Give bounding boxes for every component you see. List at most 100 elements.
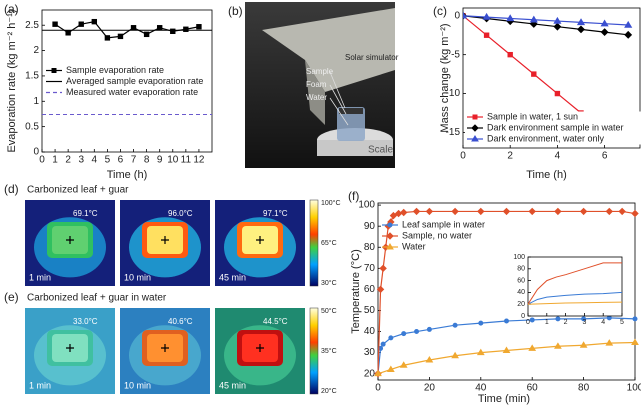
- panel-label: (e): [4, 290, 19, 304]
- x-tick-label: 5: [105, 155, 111, 166]
- x-tick-label: 2: [564, 319, 568, 326]
- marker: [606, 315, 612, 321]
- y-tick-label: 20: [517, 301, 525, 308]
- marker: [477, 207, 485, 216]
- crosshair: [66, 344, 74, 352]
- photo-label: Water: [306, 93, 327, 102]
- y-tick-label: 80: [364, 242, 376, 253]
- marker: [471, 124, 479, 132]
- x-tick-label: 7: [131, 155, 137, 166]
- y-tick-label: 2.5: [25, 20, 39, 31]
- marker: [388, 335, 394, 341]
- marker: [52, 21, 58, 27]
- marker: [104, 35, 111, 41]
- marker: [504, 318, 509, 324]
- legend-background: [465, 111, 641, 123]
- panel-label: (a): [4, 2, 19, 16]
- series-line: [527, 291, 623, 305]
- temperature-label: 33.0°C: [73, 317, 98, 326]
- x-axis-title: Time (min): [478, 393, 530, 405]
- temperature-label: 97.1°C: [263, 209, 288, 218]
- marker: [425, 207, 434, 216]
- marker: [554, 90, 561, 97]
- crosshair: [161, 236, 169, 244]
- photo-b: [245, 2, 395, 168]
- marker: [555, 316, 561, 322]
- x-tick-label: 80: [578, 383, 590, 394]
- colorbar-label: 20°C: [321, 387, 337, 395]
- marker: [386, 365, 395, 372]
- photo-label: Sample: [306, 67, 334, 76]
- marker: [426, 326, 432, 332]
- colorbar-label: 30°C: [321, 279, 337, 287]
- x-tick-label: 4: [555, 151, 561, 162]
- marker: [399, 208, 408, 217]
- marker: [376, 285, 385, 294]
- x-tick-label: 2: [65, 155, 71, 166]
- marker: [51, 68, 57, 73]
- marker: [117, 33, 124, 40]
- panel-label: (d): [4, 182, 19, 196]
- marker: [624, 20, 633, 28]
- sample: [339, 108, 363, 114]
- temperature-label: 96.0°C: [168, 209, 193, 218]
- marker: [183, 26, 189, 32]
- marker: [143, 31, 150, 38]
- y-tick-label: 2: [33, 45, 39, 56]
- marker: [600, 28, 609, 37]
- time-label: 45 min: [219, 272, 246, 282]
- thermal-row: (d) Carbonized leaf + guar 69.1°C 1 min 96.0…: [4, 182, 341, 287]
- y-tick-label: 0.5: [25, 121, 39, 132]
- plot-frame: [462, 7, 641, 149]
- legend-background: [465, 133, 641, 145]
- marker: [401, 331, 407, 337]
- marker: [577, 25, 585, 34]
- marker: [379, 264, 387, 273]
- y-tick-label: 0: [521, 313, 525, 320]
- series-line: [463, 15, 629, 26]
- y-tick-label: 0: [454, 10, 460, 21]
- plot-area: [527, 262, 623, 305]
- marker: [502, 346, 511, 353]
- x-tick-label: 12: [193, 155, 205, 166]
- x-tick-label: 4: [92, 155, 98, 166]
- plot-area: [42, 18, 212, 115]
- time-label: 1 min: [29, 380, 51, 390]
- row-title: Carbonized leaf + guar in water: [27, 293, 167, 304]
- y-tick-label: 80: [517, 266, 525, 273]
- marker: [576, 18, 586, 26]
- marker: [451, 351, 459, 359]
- marker: [425, 356, 434, 363]
- marker: [554, 207, 562, 216]
- marker: [618, 207, 626, 216]
- y-tick-label: 100: [358, 200, 375, 211]
- y-axis-title: Mass change (kg m⁻²): [439, 23, 451, 132]
- chart: 00.511.522.50 1 2 3 4 5 6 7 8 9 10 11 12(a)Time (h)E…: [4, 2, 213, 181]
- time-label: 45 min: [219, 380, 246, 390]
- marker: [506, 14, 515, 22]
- photo-label: Foam: [306, 80, 327, 89]
- series-line: [54, 21, 200, 39]
- plot-area: [463, 11, 633, 136]
- marker: [476, 348, 485, 356]
- x-tick-label: 20: [424, 383, 436, 394]
- y-tick-label: 70: [364, 263, 376, 274]
- x-tick-label: 1: [52, 155, 58, 166]
- marker: [452, 322, 458, 328]
- simulator-side: [305, 60, 325, 125]
- inset-background: [528, 257, 622, 316]
- legend-label: Sample in water, 1 sun: [487, 111, 578, 121]
- pointer: [329, 71, 346, 109]
- marker: [78, 21, 84, 27]
- legend-label: Sample evaporation rate: [66, 65, 164, 75]
- marker: [624, 30, 633, 39]
- marker: [529, 15, 538, 23]
- y-tick-label: -10: [446, 88, 461, 99]
- colorbar: [309, 199, 319, 287]
- plot-frame: [41, 9, 213, 153]
- x-tick-label: 0: [39, 155, 45, 166]
- x-tick-label: 5: [620, 319, 624, 326]
- marker: [554, 342, 562, 349]
- colorbar: [309, 307, 319, 395]
